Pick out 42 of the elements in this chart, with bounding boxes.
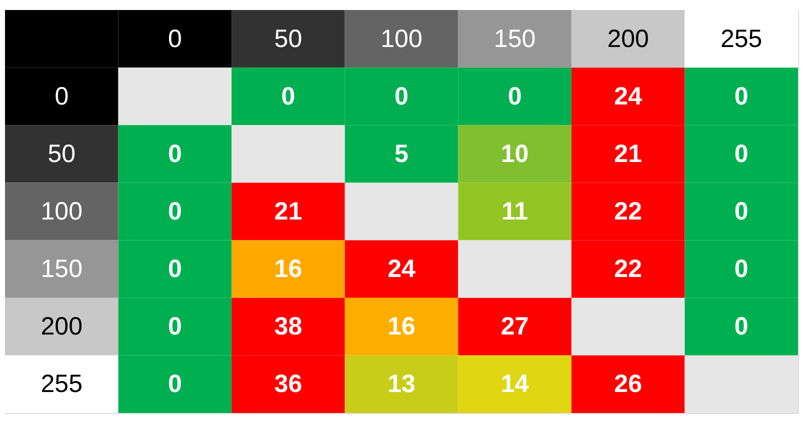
data-label: 0 — [734, 255, 748, 284]
data-label: 0 — [281, 82, 296, 110]
x-tick-label: 150 — [494, 24, 536, 53]
x-tick-label: 100 — [380, 24, 422, 53]
data-label: 0 — [168, 255, 182, 284]
data-label: 38 — [274, 312, 302, 341]
data-label: 36 — [274, 370, 302, 398]
data-label: 16 — [388, 312, 416, 341]
data-label: 24 — [614, 82, 642, 110]
data-label: 0 — [734, 82, 748, 110]
x-tick-label: 200 — [607, 24, 649, 53]
data-label: 11 — [502, 198, 528, 226]
data-label: 22 — [614, 198, 642, 226]
y-tick-label: 0 — [54, 82, 69, 110]
data-label: 22 — [614, 255, 642, 284]
data-label: 0 — [734, 312, 748, 341]
data-label: 0 — [508, 82, 522, 110]
x-tick-label: 0 — [168, 24, 182, 53]
data-label: 0 — [734, 198, 748, 226]
data-label: 27 — [500, 312, 529, 341]
y-tick-label: 150 — [40, 255, 82, 284]
data-label: 10 — [500, 140, 529, 168]
data-label: 26 — [614, 370, 642, 398]
data-label: 0 — [168, 198, 182, 226]
y-tick-label: 200 — [40, 312, 82, 341]
data-label: 13 — [388, 370, 416, 398]
data-label: 0 — [394, 82, 408, 110]
y-tick-label: 50 — [48, 140, 76, 168]
data-label: 0 — [168, 140, 182, 168]
data-label: 5 — [394, 140, 409, 168]
data-label: 14 — [500, 370, 529, 398]
y-tick-label: 255 — [40, 370, 82, 398]
data-label: 16 — [274, 255, 302, 284]
data-label: 21 — [614, 140, 642, 168]
data-label: 0 — [168, 370, 182, 398]
data-label: 0 — [734, 140, 748, 168]
data-label: 24 — [388, 255, 416, 284]
data-label: 0 — [168, 312, 182, 341]
data-label: 21 — [274, 198, 302, 226]
y-tick-label: 100 — [40, 198, 82, 226]
x-tick-label: 255 — [720, 24, 762, 53]
x-tick-label: 50 — [274, 24, 302, 53]
